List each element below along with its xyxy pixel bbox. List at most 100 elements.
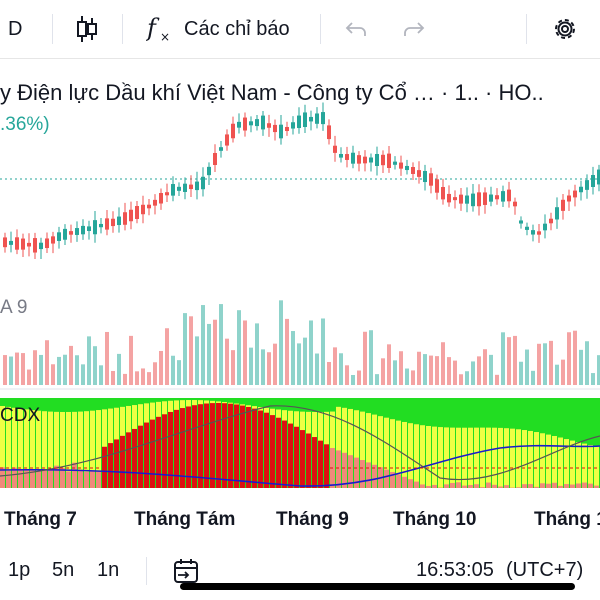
indicator-bar-yellow	[576, 442, 581, 488]
candle-body	[483, 192, 487, 205]
top-toolbar: D f × Các chỉ báo	[0, 0, 600, 59]
indicator-bar-red	[462, 485, 467, 488]
indicator-bar-red	[444, 484, 449, 488]
volume-bar	[147, 372, 151, 385]
indicator-bar-red	[558, 485, 563, 488]
candle-body	[267, 123, 271, 128]
indicator-bar-red	[534, 486, 539, 488]
indicator-bar-red	[156, 416, 161, 488]
volume-bar	[189, 316, 193, 385]
volume-bar	[219, 304, 223, 385]
candle-body	[219, 147, 223, 151]
indicators-label: Các chỉ báo	[184, 17, 290, 40]
volume-bar	[447, 357, 451, 385]
indicator-bar-red	[210, 403, 215, 488]
volume-bar	[39, 354, 43, 385]
volume-bar	[579, 349, 583, 385]
indicator-bar-red	[294, 426, 299, 488]
candle-body	[375, 153, 379, 167]
candle-body	[117, 216, 121, 226]
volume-bar	[291, 331, 295, 385]
indicator-bar-red	[72, 462, 77, 488]
indicator-bar-red	[414, 481, 419, 488]
indicator-bar-red	[168, 411, 173, 488]
candle-body	[495, 195, 499, 200]
candle-body	[285, 126, 289, 132]
volume-bar	[375, 374, 379, 385]
indicator-bar-red	[150, 419, 155, 488]
volume-bar	[81, 364, 85, 385]
indicator-bar-yellow	[420, 425, 425, 488]
volume-pane[interactable]	[0, 282, 600, 392]
indicator-bar-yellow	[564, 439, 569, 488]
indicator-bar-yellow	[486, 427, 491, 488]
indicator-bar-yellow	[540, 433, 545, 488]
volume-bar	[333, 347, 337, 385]
toolbar-divider	[52, 14, 53, 44]
go-to-date-icon[interactable]	[172, 557, 200, 585]
candle-body	[243, 117, 247, 131]
volume-bar	[105, 331, 109, 385]
svg-text:×: ×	[160, 30, 170, 44]
indicator-bar-yellow	[18, 408, 23, 488]
chart-type-button[interactable]	[76, 0, 98, 58]
volume-bar	[3, 355, 7, 385]
indicator-bar-yellow	[414, 424, 419, 488]
indicator-bar-red	[42, 470, 47, 488]
volume-bar	[57, 356, 61, 385]
interval-button[interactable]: D	[8, 0, 22, 58]
redo-button[interactable]	[402, 0, 426, 58]
volume-bar	[465, 371, 469, 385]
volume-bar	[213, 319, 217, 385]
indicator-bar-red	[186, 406, 191, 488]
candle-body	[177, 186, 181, 191]
volume-bar	[111, 370, 115, 385]
volume-bar	[531, 370, 535, 385]
indicator-bar-red	[276, 417, 281, 488]
indicator-pane[interactable]	[0, 398, 600, 490]
candle-body	[453, 197, 457, 201]
candle-body	[561, 199, 565, 211]
indicator-bar-yellow	[366, 413, 371, 488]
range-button-1p[interactable]: 1p	[8, 559, 31, 581]
timezone-button[interactable]: (UTC+7)	[506, 559, 584, 581]
range-button-5n[interactable]: 5n	[52, 559, 75, 581]
indicator-bar-red	[66, 471, 71, 488]
indicator-bar-red	[288, 423, 293, 488]
indicators-button[interactable]: f × Các chỉ báo	[146, 0, 290, 58]
range-button-1n[interactable]: 1n	[97, 559, 120, 581]
candle-body	[549, 218, 553, 224]
volume-bar	[225, 338, 229, 385]
indicator-line-gray	[0, 405, 600, 481]
indicator-bar-red	[30, 470, 35, 488]
volume-bar	[567, 332, 571, 385]
volume-bar	[201, 305, 205, 385]
indicator-bar-red	[366, 462, 371, 488]
candle-body	[153, 199, 157, 206]
volume-legend-label: A 9	[0, 297, 28, 318]
indicator-bar-red	[318, 440, 323, 488]
price-chart-pane[interactable]	[0, 60, 600, 280]
undo-button[interactable]	[344, 0, 368, 58]
bottom-divider	[146, 557, 147, 585]
indicator-bar-red	[6, 470, 11, 488]
candle-body	[447, 193, 451, 203]
settings-button[interactable]	[550, 0, 580, 58]
indicator-bar-red	[204, 403, 209, 488]
volume-bar	[363, 331, 367, 385]
fx-icon: f ×	[146, 14, 170, 44]
indicator-bar-red	[486, 482, 491, 488]
volume-bar	[309, 320, 313, 385]
indicator-bar-yellow	[372, 414, 377, 488]
candle-body	[231, 123, 235, 139]
volume-bar	[243, 320, 247, 385]
indicator-bar-red	[546, 483, 551, 488]
indicator-bar-red	[480, 487, 485, 488]
indicator-bar-red	[0, 467, 5, 488]
clock-time: 16:53:05	[416, 559, 494, 581]
volume-bar	[279, 300, 283, 385]
indicator-bar-red	[264, 412, 269, 488]
indicator-bar-red	[126, 432, 131, 488]
volume-bar	[483, 349, 487, 385]
candle-body	[417, 170, 421, 177]
